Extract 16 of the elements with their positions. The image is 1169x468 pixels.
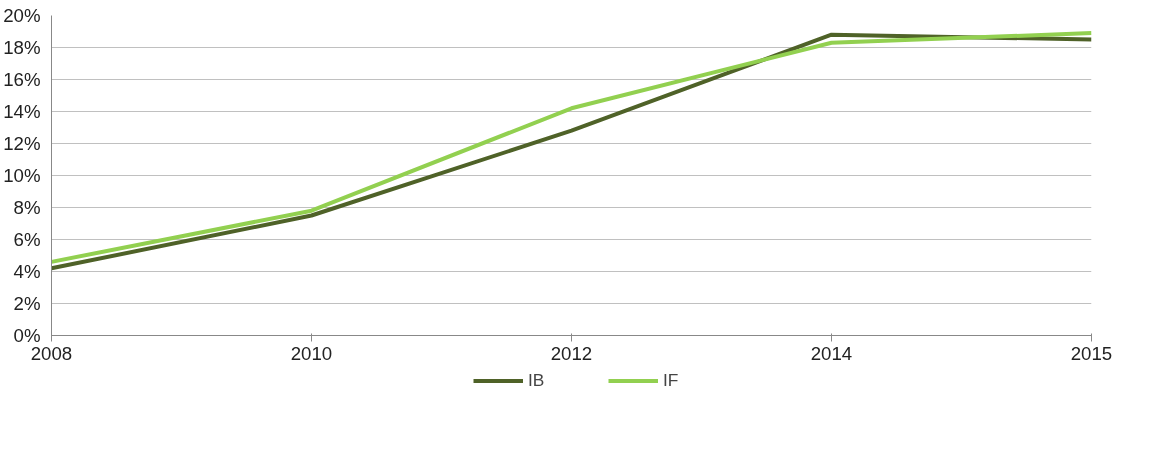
y-tick-label: 6% <box>13 229 41 250</box>
x-tick-label: 2015 <box>1070 342 1113 364</box>
x-tick-label: 2014 <box>810 342 853 364</box>
y-tick-label: 8% <box>13 197 41 218</box>
y-tick-label: 4% <box>13 261 41 282</box>
y-tick-label: 18% <box>3 37 41 58</box>
y-tick-label: 12% <box>3 133 41 154</box>
x-tick-label: 2010 <box>290 342 333 364</box>
legend-label: IB <box>528 369 546 391</box>
y-tick-label: 16% <box>3 69 41 90</box>
y-tick-label: 10% <box>3 165 41 186</box>
y-tick-label: 14% <box>3 101 41 122</box>
y-tick-label: 20% <box>3 5 41 26</box>
x-tick-label: 2012 <box>550 342 593 364</box>
y-tick-label: 2% <box>13 293 41 314</box>
legend-label: IF <box>663 369 680 391</box>
